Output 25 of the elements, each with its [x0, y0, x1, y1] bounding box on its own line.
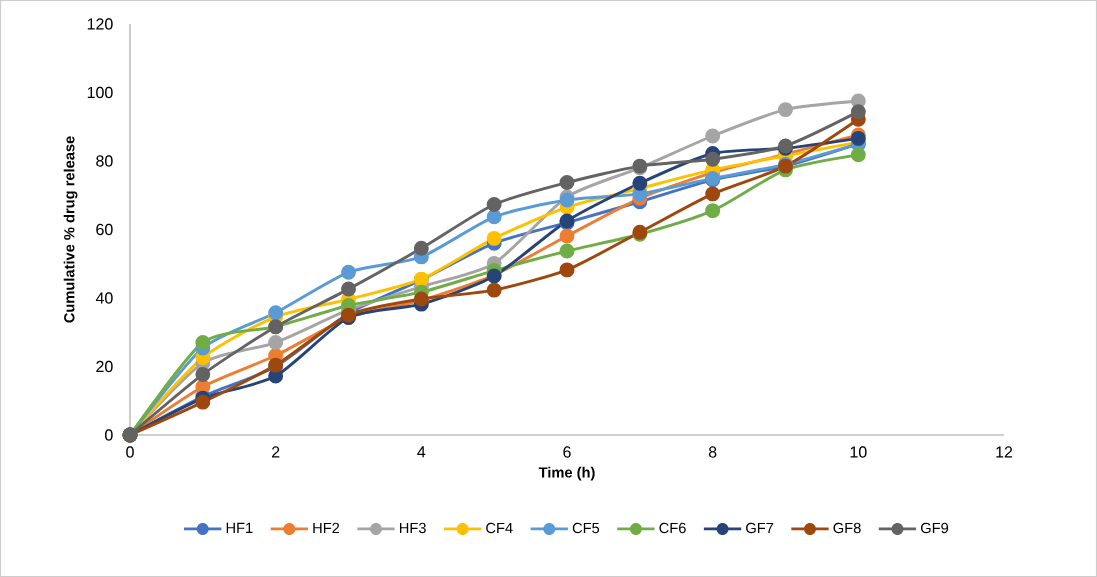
legend-label: HF1 — [226, 522, 253, 533]
x-tick-label: 4 — [417, 446, 426, 458]
x-tick-label: 10 — [850, 446, 867, 458]
legend-label: GF9 — [920, 522, 949, 534]
legend-label: GF8 — [833, 522, 861, 534]
y-tick-label: 20 — [96, 360, 113, 373]
y-tick-label: 120 — [87, 18, 113, 30]
y-tick-label: 100 — [87, 86, 113, 99]
legend-label: GF7 — [746, 522, 774, 534]
legend-label: CF4 — [486, 522, 513, 534]
legend-label: CF5 — [572, 522, 600, 534]
y-tick-label: 60 — [96, 223, 113, 236]
y-tick-label: 0 — [105, 429, 113, 441]
x-tick-label: 8 — [708, 446, 717, 458]
y-axis-title: Cumulative % drug release — [63, 136, 78, 323]
y-tick-label: 80 — [96, 155, 113, 167]
legend-label: CF6 — [659, 522, 686, 534]
y-tick-label: 40 — [95, 292, 113, 304]
legend-label: HF3 — [399, 522, 426, 534]
x-axis-title: Time (h) — [538, 466, 595, 481]
x-tick-label: 0 — [126, 446, 134, 458]
x-tick-label: 2 — [272, 446, 280, 458]
x-tick-label: 12 — [996, 446, 1013, 458]
x-tick-label: 6 — [563, 446, 571, 458]
legend-label: HF2 — [313, 522, 340, 534]
